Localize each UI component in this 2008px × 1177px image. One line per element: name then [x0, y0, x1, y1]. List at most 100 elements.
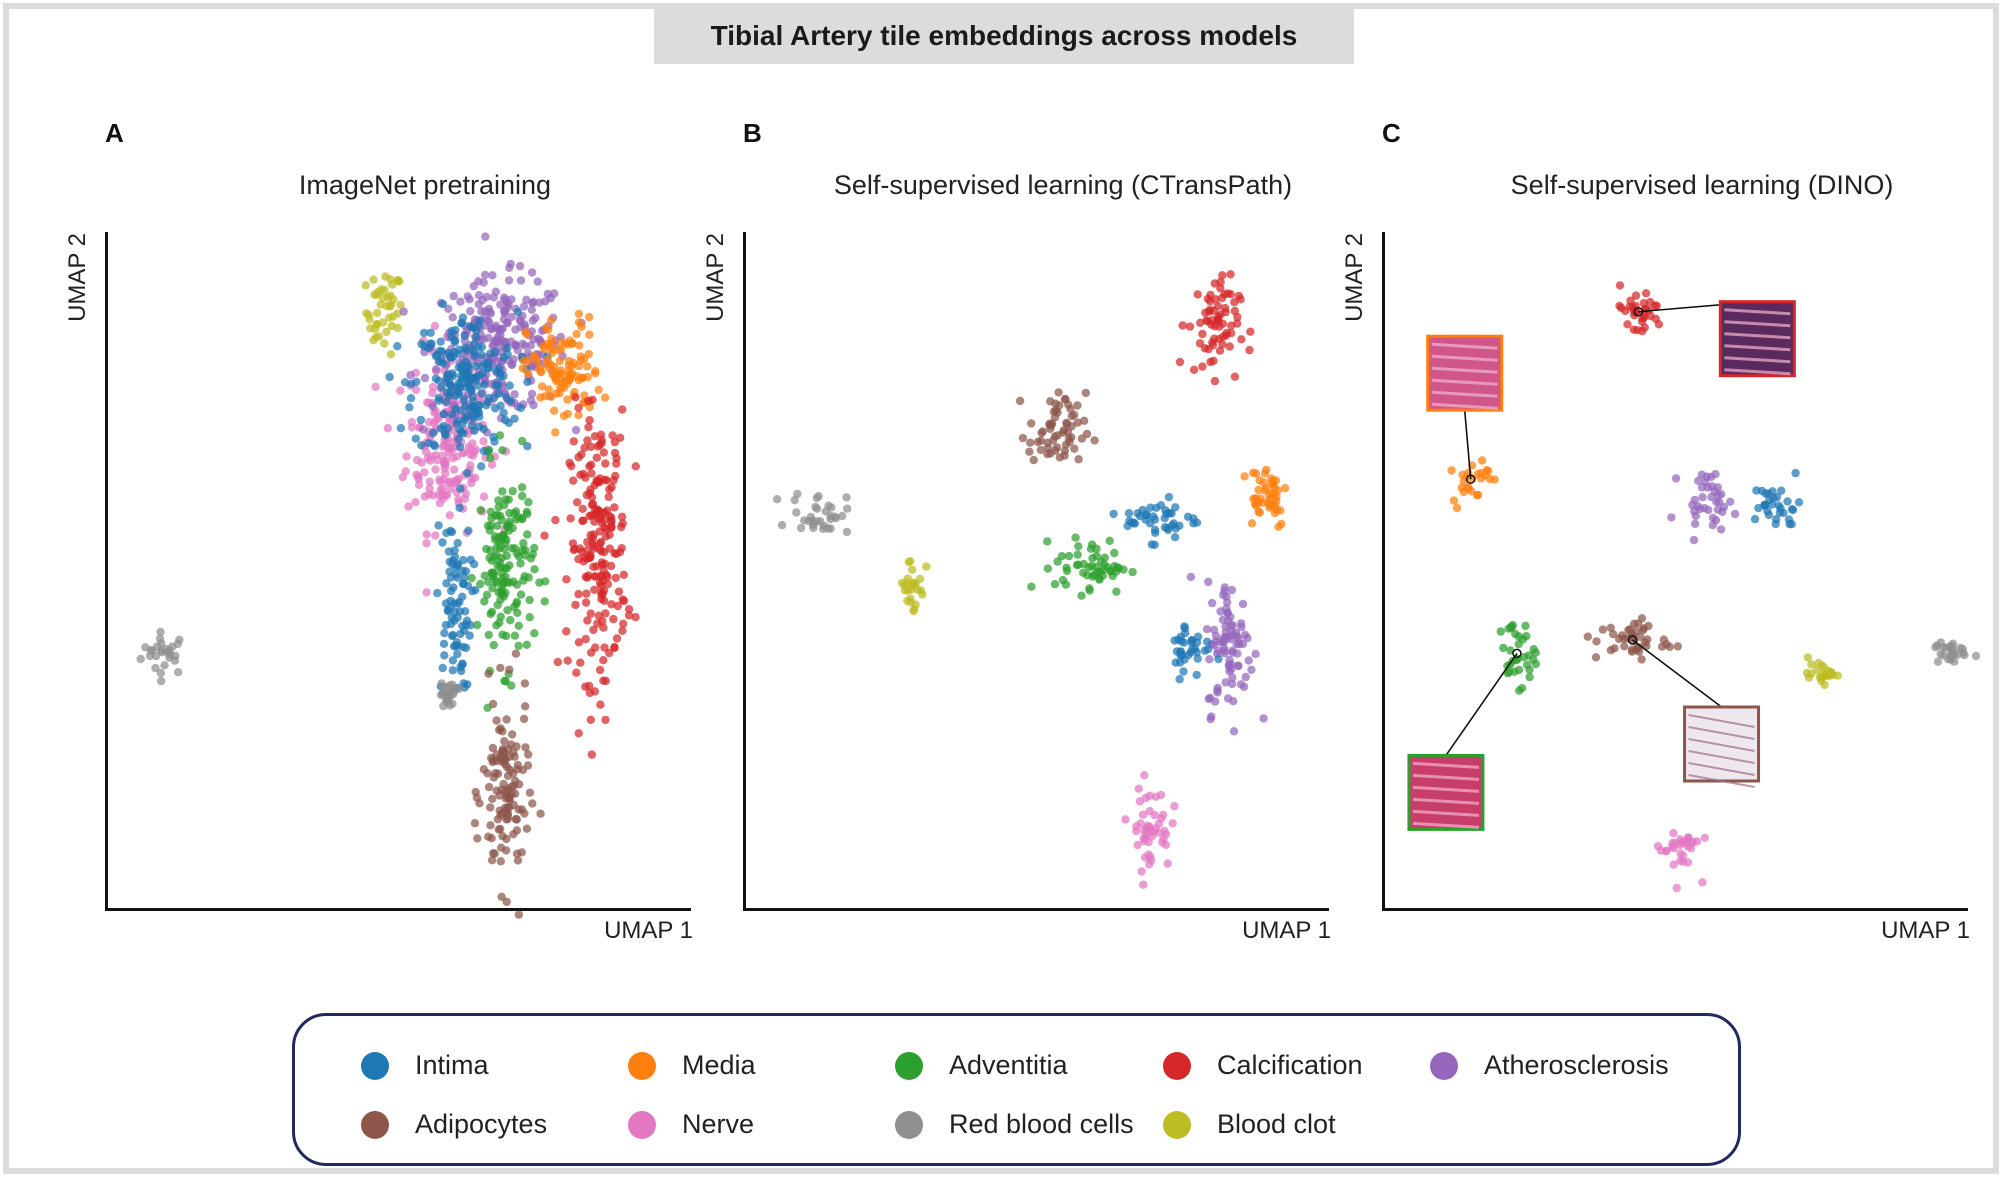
- data-point: [1178, 321, 1187, 330]
- data-point: [581, 473, 590, 482]
- data-point: [463, 581, 473, 591]
- data-point: [456, 629, 465, 639]
- data-point: [583, 436, 592, 445]
- inset-texture: [1431, 366, 1498, 374]
- data-point: [486, 453, 495, 463]
- data-point: [1936, 649, 1945, 659]
- data-point: [916, 586, 926, 595]
- data-point: [151, 651, 161, 661]
- data-point: [610, 437, 620, 447]
- data-point: [446, 388, 455, 397]
- data-point: [583, 362, 592, 371]
- inset-anchor: [1633, 306, 1644, 317]
- data-point: [1226, 621, 1235, 630]
- data-point: [1216, 607, 1225, 616]
- data-point: [814, 492, 823, 501]
- data-point: [422, 530, 431, 539]
- data-point: [574, 309, 584, 319]
- data-point: [483, 769, 492, 778]
- data-point: [1531, 648, 1540, 657]
- data-point: [440, 651, 449, 660]
- data-point: [371, 333, 381, 342]
- data-point: [502, 393, 511, 402]
- data-point: [587, 460, 596, 469]
- data-point: [1036, 445, 1046, 455]
- data-point: [503, 318, 512, 328]
- data-point: [1933, 657, 1943, 666]
- data-point: [1814, 658, 1823, 668]
- data-point: [458, 366, 468, 376]
- data-point: [396, 300, 405, 310]
- data-point: [587, 648, 596, 657]
- inset-texture: [1724, 308, 1791, 316]
- data-point: [438, 484, 447, 493]
- data-point: [507, 681, 516, 690]
- data-point: [551, 428, 560, 437]
- data-point: [460, 331, 469, 340]
- y-axis-label: UMAP 2: [1341, 233, 1368, 322]
- data-point: [411, 434, 420, 443]
- data-point: [1815, 673, 1825, 682]
- data-point: [777, 520, 787, 530]
- data-point: [1226, 270, 1235, 279]
- data-point: [463, 680, 472, 689]
- data-point: [1730, 509, 1740, 519]
- data-point: [1708, 521, 1717, 530]
- figure-title: Tibial Artery tile embeddings across mod…: [654, 8, 1354, 64]
- data-point: [551, 389, 561, 398]
- data-point: [607, 600, 616, 609]
- data-point: [597, 436, 606, 445]
- data-point: [1240, 472, 1249, 481]
- data-point: [445, 511, 454, 520]
- data-point: [446, 596, 455, 606]
- data-point: [517, 848, 526, 857]
- data-point: [587, 469, 596, 478]
- legend-dot: [628, 1051, 656, 1080]
- data-point: [596, 545, 605, 554]
- data-point: [488, 271, 497, 280]
- data-point: [540, 392, 550, 401]
- data-point: [566, 514, 575, 523]
- data-point: [467, 421, 477, 430]
- data-point: [1452, 503, 1462, 513]
- data-point: [1237, 619, 1246, 628]
- data-point: [499, 779, 508, 789]
- data-point: [1522, 632, 1531, 641]
- data-point: [506, 765, 515, 775]
- data-point: [505, 665, 514, 674]
- data-point: [574, 638, 584, 647]
- data-point: [437, 347, 447, 356]
- data-point: [406, 394, 416, 403]
- data-point: [1026, 438, 1035, 447]
- data-point: [1525, 672, 1534, 682]
- legend-dot: [361, 1051, 389, 1080]
- data-point: [619, 570, 628, 579]
- data-point: [1202, 637, 1212, 646]
- data-point: [587, 750, 596, 759]
- data-point: [456, 663, 465, 672]
- data-point: [448, 453, 458, 463]
- data-point: [458, 313, 468, 322]
- data-point: [1175, 675, 1184, 684]
- data-point: [498, 727, 507, 736]
- data-point: [1124, 509, 1134, 518]
- data-point: [1511, 629, 1520, 639]
- data-point: [1225, 655, 1234, 665]
- panel-c: C Self-supervised learning (DINO) UMAP 2…: [1341, 118, 2008, 948]
- data-point: [504, 276, 514, 285]
- data-point: [618, 405, 627, 414]
- data-point: [484, 363, 493, 373]
- legend-label: Adipocytes: [415, 1109, 548, 1139]
- data-point: [561, 339, 570, 348]
- data-point: [518, 436, 527, 446]
- data-point: [579, 516, 588, 525]
- data-point: [494, 588, 503, 597]
- data-point: [1255, 508, 1264, 517]
- data-point: [1514, 665, 1524, 675]
- data-point: [136, 654, 145, 664]
- data-point: [1079, 559, 1088, 569]
- data-point: [156, 627, 165, 637]
- data-point: [448, 656, 458, 665]
- data-point: [1764, 489, 1773, 498]
- data-point: [1054, 388, 1063, 397]
